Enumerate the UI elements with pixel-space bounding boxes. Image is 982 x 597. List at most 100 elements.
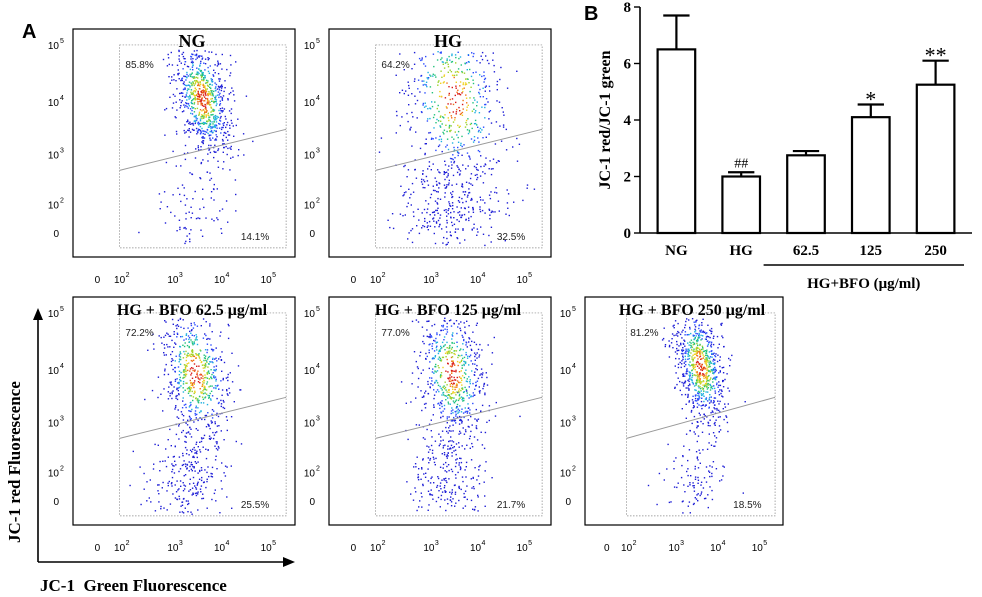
scatter-point: [223, 90, 225, 93]
scatter-point: [465, 97, 468, 99]
scatter-point: [191, 83, 193, 86]
scatter-point: [174, 215, 176, 217]
scatter-point: [175, 433, 178, 436]
bar: [656, 48, 697, 235]
scatter-point: [457, 326, 459, 328]
y-tick-exponent: 5: [60, 306, 64, 313]
x-tick-exponent: 2: [382, 272, 386, 279]
scatter-point: [191, 113, 194, 115]
scatter-point: [447, 173, 449, 175]
scatter-point: [216, 65, 219, 67]
scatter-point: [203, 354, 205, 356]
scatter-point: [433, 404, 435, 406]
scatter-point: [422, 84, 424, 86]
scatter-point: [446, 130, 448, 133]
scatter-point: [444, 395, 446, 397]
scatter-point: [220, 430, 222, 432]
scatter-point: [697, 476, 699, 479]
scatter-point: [692, 401, 694, 403]
x-tick-exponent: 2: [126, 272, 130, 279]
scatter-point: [468, 182, 470, 184]
scatter-point: [462, 400, 464, 402]
scatter-point: [446, 481, 448, 484]
scatter-point: [724, 378, 726, 381]
scatter-point: [219, 92, 221, 95]
scatter-point: [713, 369, 715, 372]
scatter-point: [180, 380, 182, 382]
scatter-point: [716, 335, 719, 338]
y-tick-label: 0: [565, 497, 571, 508]
scatter-point: [690, 345, 693, 347]
scatter-point: [417, 386, 419, 388]
scatter-point: [151, 389, 154, 392]
scatter-point: [472, 79, 474, 81]
scatter-point: [448, 94, 450, 96]
scatter-point: [430, 335, 432, 337]
scatter-point: [202, 375, 204, 377]
scatter-point: [464, 429, 467, 431]
scatter-point: [448, 208, 450, 210]
scatter-point: [144, 398, 146, 401]
scatter-point: [415, 397, 417, 399]
scatter-point: [188, 105, 190, 107]
scatter-point: [711, 356, 713, 358]
scatter-point: [689, 374, 691, 376]
scatter-point: [214, 421, 216, 423]
scatter-point: [189, 465, 191, 468]
scatter-point: [209, 172, 211, 174]
scatter-point: [472, 209, 474, 211]
scatter-point: [214, 445, 216, 447]
scatter-point: [222, 123, 224, 125]
scatter-point: [464, 326, 466, 328]
scatter-point: [190, 468, 193, 470]
scatter-point: [203, 77, 205, 79]
scatter-point: [461, 154, 463, 156]
scatter-point: [470, 499, 473, 502]
scatter-point: [698, 327, 700, 330]
scatter-point: [183, 460, 185, 462]
scatter-point: [473, 108, 475, 110]
scatter-point: [202, 123, 205, 125]
scatter-point: [703, 377, 705, 379]
scatter-point: [206, 358, 209, 360]
scatter-point: [446, 347, 448, 349]
scatter-point: [446, 144, 448, 146]
scatter-point: [668, 501, 671, 504]
scatter-point: [486, 384, 489, 386]
scatter-point: [199, 177, 201, 179]
scatter-point: [210, 130, 213, 132]
scatter-point: [676, 349, 678, 352]
scatter-point: [450, 393, 453, 395]
scatter-point: [440, 372, 443, 374]
scatter-point: [200, 94, 202, 96]
scatter-point: [461, 387, 463, 390]
scatter-point: [453, 419, 455, 422]
scatter-point: [687, 354, 690, 356]
scatter-point: [200, 491, 202, 493]
scatter-point: [469, 90, 471, 93]
scatter-point: [422, 458, 424, 460]
scatter-point: [435, 346, 438, 349]
scatter-point: [211, 114, 213, 116]
scatter-point: [686, 318, 688, 320]
scatter-point: [432, 53, 435, 55]
scatter-point: [210, 399, 212, 401]
scatter-point: [453, 160, 456, 163]
scatter-point: [455, 477, 457, 479]
scatter-point: [461, 183, 463, 185]
scatter-point: [438, 187, 440, 189]
scatter-point: [208, 51, 210, 53]
scatter-point: [167, 333, 169, 335]
scatter-point: [685, 348, 687, 350]
scatter-point: [413, 80, 416, 82]
scatter-point: [721, 390, 723, 392]
scatter-point: [457, 228, 459, 230]
scatter-point: [211, 331, 213, 333]
scatter-point: [468, 355, 471, 358]
scatter-point: [407, 169, 410, 171]
scatter-point: [411, 93, 413, 95]
scatter-point: [176, 388, 178, 391]
scatter-point: [205, 108, 207, 111]
scatter-point: [706, 359, 708, 362]
